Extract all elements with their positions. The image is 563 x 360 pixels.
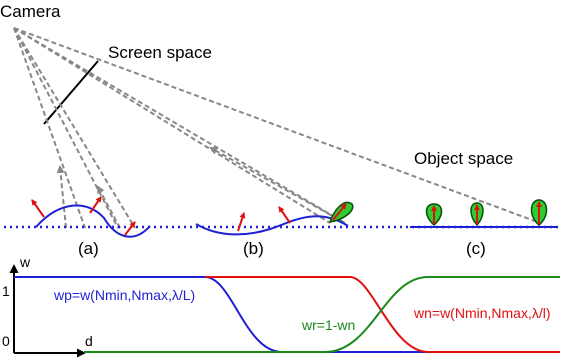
wr-formula: wr=1-wn (301, 317, 355, 333)
label-c: (c) (466, 239, 486, 258)
camera-label: Camera (0, 2, 61, 21)
wr-curve (84, 276, 560, 353)
wn-formula: wn=w(Nmin,Nmax,λ/l) (413, 305, 551, 321)
w-axis-label: w (19, 254, 31, 270)
normal-arrows (31, 196, 542, 236)
label-b: (b) (243, 239, 264, 258)
camera-rays (13, 27, 541, 229)
tick-one-label: 1 (2, 283, 10, 299)
label-a: (a) (78, 239, 99, 258)
tick-zero-label: 0 (2, 333, 10, 349)
wp-formula: wp=w(Nmin,Nmax,λ/L) (53, 287, 195, 303)
surface-a (35, 204, 151, 238)
object-space-label: Object space (414, 149, 513, 168)
screen-plane-line (43, 60, 99, 125)
surface-b (195, 215, 349, 236)
screen-space-label: Screen space (108, 43, 212, 62)
wn-curve (205, 276, 560, 353)
d-axis-label: d (85, 333, 93, 349)
